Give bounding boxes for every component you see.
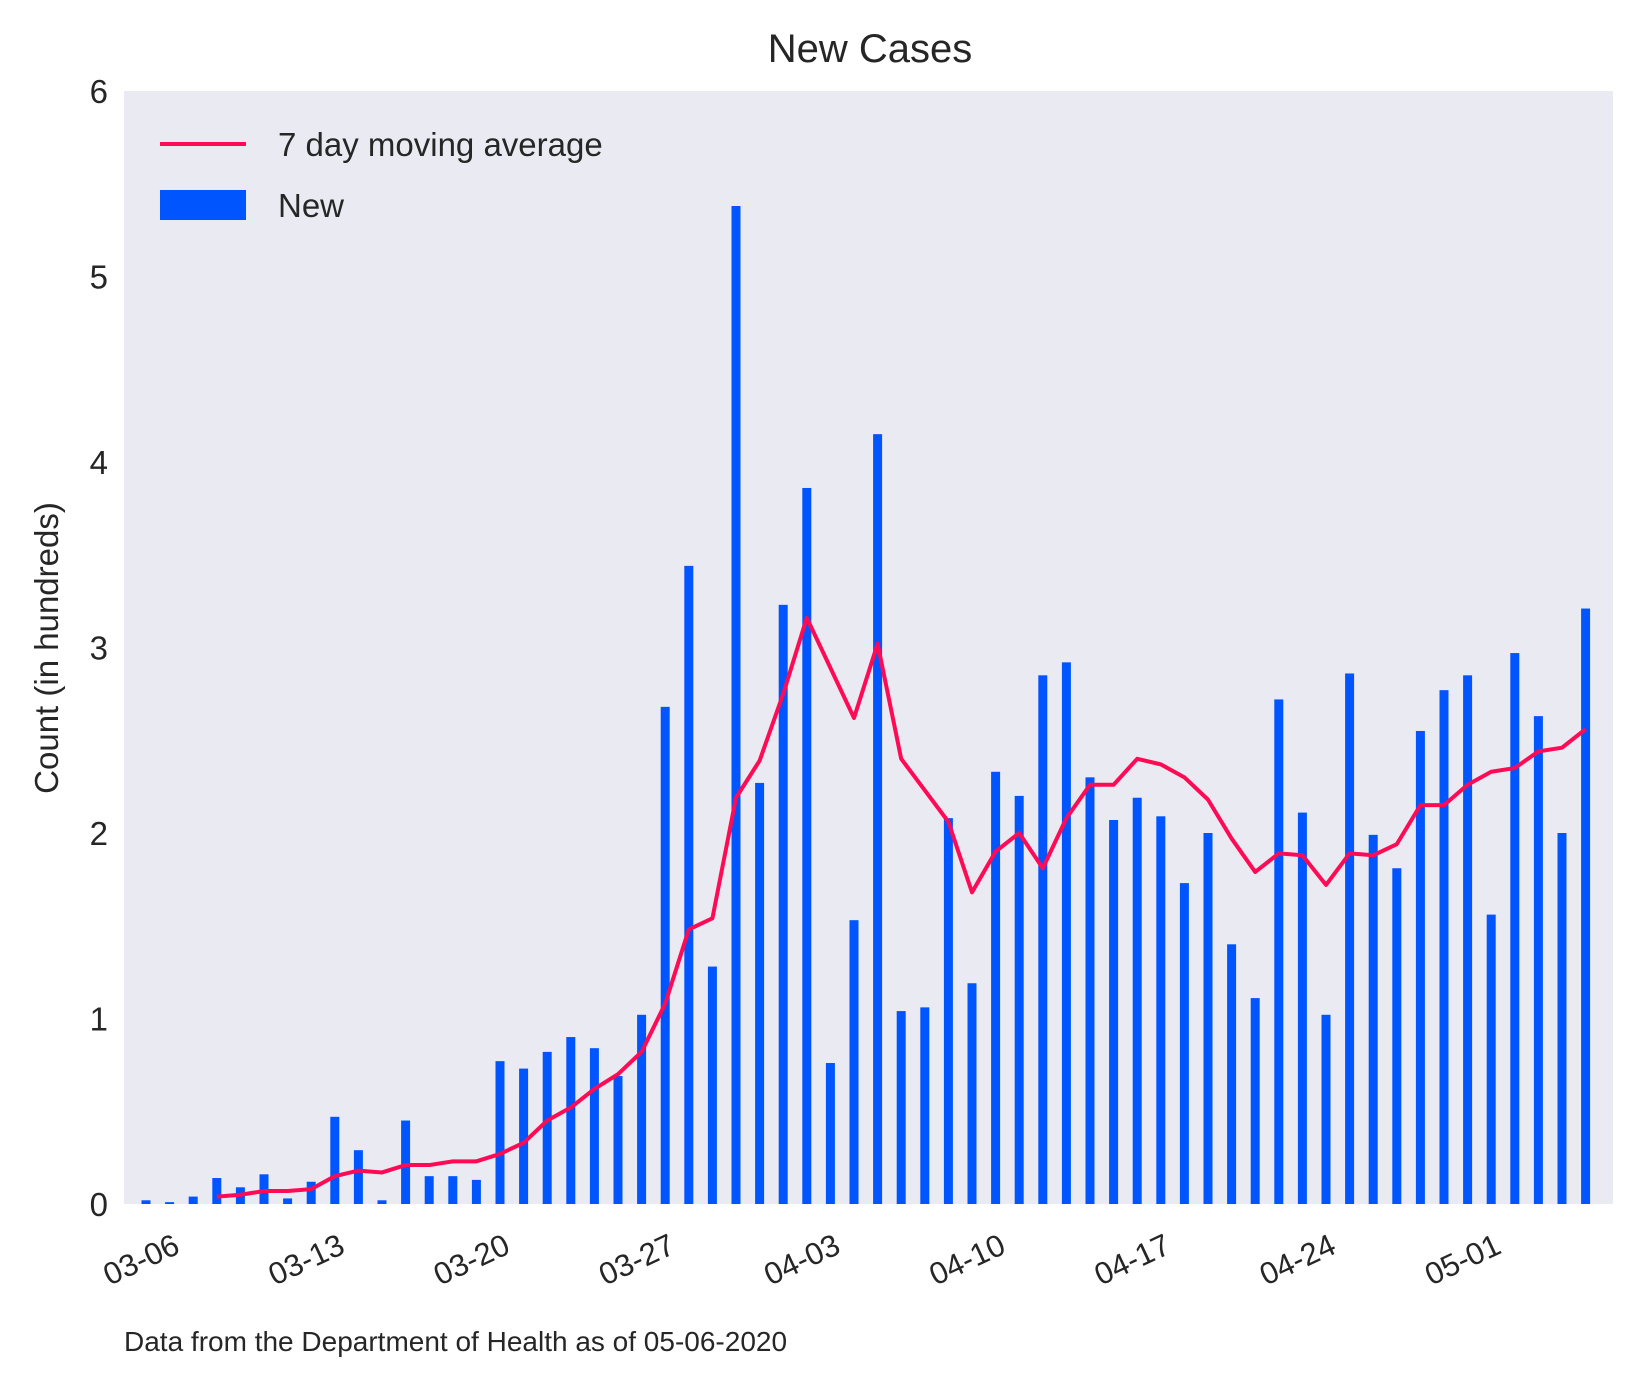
x-tick-label: 03-06 (98, 1227, 185, 1292)
bar-2020-04-23 (1274, 699, 1284, 1204)
bar-2020-03-31 (731, 206, 741, 1204)
bar-2020-03-13 (306, 1181, 316, 1204)
x-tick-label: 03-27 (593, 1227, 680, 1292)
x-axis-ticks: 03-06 03-13 03-20 03-27 04-03 04-10 04-17 04-24… (98, 1227, 1506, 1292)
bar-2020-03-06 (141, 1200, 151, 1204)
bar-2020-05-04 (1533, 716, 1543, 1204)
chart-title: New Cases (768, 27, 973, 71)
x-tick-label: 03-13 (263, 1227, 350, 1292)
bar-2020-03-25 (589, 1048, 599, 1204)
bar-2020-04-15 (1085, 777, 1095, 1204)
bar-2020-04-21 (1227, 944, 1237, 1204)
bar-2020-04-07 (896, 1011, 906, 1204)
x-tick-label: 05-01 (1419, 1227, 1506, 1292)
x-tick-label: 04-17 (1089, 1227, 1176, 1292)
y-tick-label: 1 (90, 1001, 108, 1038)
source-note: Data from the Department of Health as of… (124, 1326, 788, 1357)
bar-2020-04-05 (849, 920, 859, 1204)
bar-2020-03-28 (660, 706, 670, 1204)
bar-2020-04-25 (1321, 1014, 1331, 1204)
bar-2020-03-30 (707, 966, 717, 1204)
bar-2020-04-17 (1132, 797, 1142, 1204)
bar-2020-04-11 (991, 771, 1001, 1204)
bar-2020-05-03 (1510, 653, 1520, 1204)
bar-2020-03-21 (495, 1061, 505, 1204)
x-tick-label: 04-10 (924, 1227, 1011, 1292)
x-tick-label: 04-24 (1254, 1227, 1341, 1292)
bar-2020-04-06 (873, 434, 883, 1204)
y-axis-ticks: 0 1 2 3 4 5 6 (90, 73, 108, 1223)
legend-label-moving-average: 7 day moving average (278, 126, 603, 163)
bar-2020-03-17 (401, 1120, 411, 1204)
y-tick-label: 2 (90, 815, 108, 852)
legend-label-new: New (278, 187, 344, 224)
bar-2020-04-26 (1345, 673, 1355, 1204)
bar-2020-03-23 (542, 1051, 552, 1204)
bar-2020-04-02 (778, 604, 788, 1204)
y-tick-label: 3 (90, 630, 108, 667)
bar-2020-04-08 (920, 1007, 930, 1204)
bar-2020-03-18 (424, 1176, 434, 1204)
bar-2020-04-28 (1392, 868, 1402, 1204)
y-tick-label: 5 (90, 259, 108, 296)
bar-2020-04-18 (1156, 816, 1166, 1204)
legend-bar-swatch (160, 190, 246, 220)
bar-2020-04-01 (755, 782, 765, 1204)
bar-2020-04-13 (1038, 675, 1048, 1204)
plot-area (124, 91, 1613, 1204)
bar-2020-05-05 (1557, 833, 1567, 1204)
bar-2020-03-24 (566, 1037, 576, 1204)
bar-2020-03-16 (377, 1200, 387, 1204)
bar-2020-04-24 (1297, 812, 1307, 1204)
bar-2020-04-27 (1368, 834, 1378, 1204)
y-axis-label: Count (in hundreds) (28, 502, 65, 794)
y-tick-label: 6 (90, 73, 108, 110)
bar-2020-03-12 (283, 1198, 293, 1204)
bar-2020-04-29 (1415, 730, 1425, 1204)
bar-2020-04-19 (1179, 883, 1189, 1204)
bar-2020-04-03 (802, 487, 812, 1205)
bar-2020-03-08 (188, 1196, 198, 1204)
bar-2020-04-14 (1061, 662, 1071, 1204)
bar-2020-04-22 (1250, 998, 1260, 1204)
bar-2020-03-07 (165, 1202, 175, 1204)
bar-2020-04-20 (1203, 833, 1213, 1204)
bar-2020-03-26 (613, 1076, 623, 1204)
moving-average-line (216, 615, 1587, 1199)
y-tick-label: 0 (90, 1186, 108, 1223)
x-tick-label: 04-03 (759, 1227, 846, 1292)
bar-2020-03-20 (471, 1179, 481, 1204)
bar-2020-03-09 (212, 1178, 222, 1204)
x-tick-label: 03-20 (428, 1227, 515, 1292)
bar-2020-03-22 (519, 1068, 529, 1204)
bar-2020-04-30 (1439, 690, 1449, 1204)
line-series-moving-average (216, 615, 1587, 1199)
bar-2020-03-29 (684, 565, 694, 1204)
bar-2020-04-09 (943, 818, 953, 1204)
bar-2020-05-06 (1581, 608, 1591, 1204)
bar-2020-03-27 (637, 1014, 647, 1204)
legend: 7 day moving average New (160, 126, 603, 224)
bar-2020-04-10 (967, 983, 977, 1204)
bar-2020-04-12 (1014, 795, 1024, 1204)
bar-2020-03-19 (448, 1176, 458, 1204)
bar-2020-03-15 (353, 1150, 363, 1204)
bar-2020-05-02 (1486, 914, 1496, 1204)
bar-series-new (141, 206, 1591, 1205)
bar-2020-03-14 (330, 1116, 340, 1204)
y-tick-label: 4 (90, 444, 108, 481)
bar-2020-04-04 (825, 1063, 835, 1204)
bar-2020-05-01 (1463, 675, 1473, 1204)
bar-2020-04-16 (1109, 820, 1119, 1204)
